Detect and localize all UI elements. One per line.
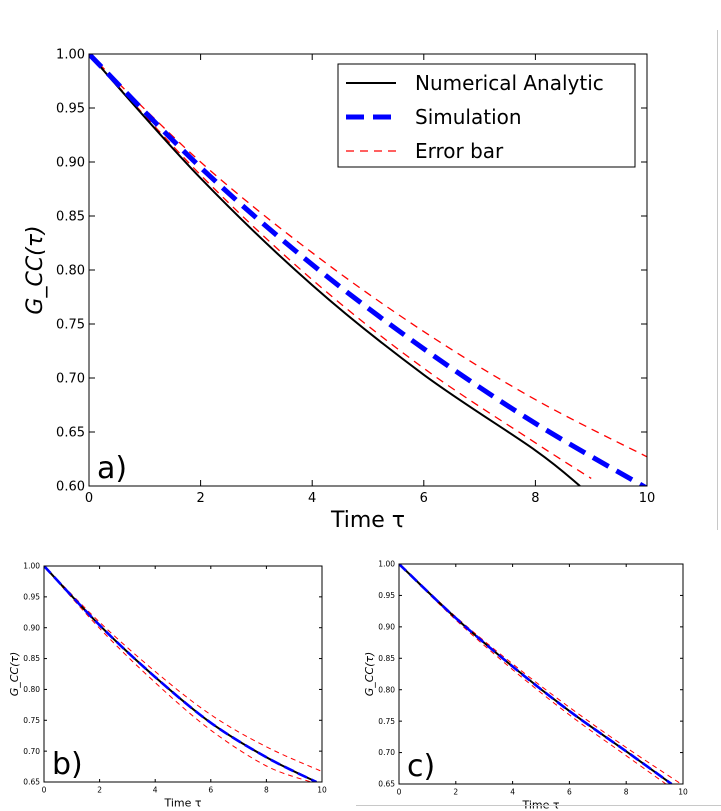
page-divider-bottom bbox=[356, 805, 721, 806]
y-tick-label: 0.65 bbox=[56, 426, 85, 441]
series-line-simulation-1 bbox=[399, 564, 673, 784]
x-tick-label: 4 bbox=[308, 491, 316, 506]
panel-label: a) bbox=[97, 451, 127, 486]
y-tick-label: 0.90 bbox=[378, 622, 395, 631]
y-tick-label: 0.95 bbox=[378, 591, 395, 600]
x-tick-label: 4 bbox=[510, 788, 515, 797]
x-axis-label: Time τ bbox=[330, 508, 405, 533]
plot-area bbox=[44, 566, 322, 782]
x-tick-label: 4 bbox=[153, 786, 158, 795]
y-tick-label: 0.95 bbox=[23, 592, 40, 601]
x-tick-label: 0 bbox=[42, 786, 47, 795]
series-line-simulation-1 bbox=[44, 566, 317, 782]
axes-frame bbox=[398, 563, 684, 785]
series-line-error-bar-2 bbox=[399, 564, 681, 784]
series-line-analytic-0 bbox=[89, 54, 581, 486]
y-axis-label: G_CC(τ) bbox=[23, 225, 48, 314]
legend: Numerical Analytic Simulation Error bar bbox=[337, 63, 636, 168]
series-lines bbox=[44, 566, 322, 782]
y-tick-label: 0.85 bbox=[56, 210, 85, 225]
y-tick-label: 0.65 bbox=[23, 778, 40, 787]
x-tick-label: 2 bbox=[97, 786, 102, 795]
x-tick-label: 10 bbox=[639, 491, 656, 506]
x-tick-label: 6 bbox=[567, 788, 572, 797]
panel-label: c) bbox=[407, 749, 435, 784]
x-tick-label: 0 bbox=[397, 788, 402, 797]
x-tick-label: 2 bbox=[453, 788, 458, 797]
chart-panel-a: 0 2 4 6 8 10 0.60 0.65 0.70 0.75 0.80 0.85 0.90 0.95 1… bbox=[23, 48, 655, 533]
y-tick-label: 0.60 bbox=[56, 480, 85, 495]
legend-label: Numerical Analytic bbox=[415, 71, 604, 95]
y-tick-label: 0.80 bbox=[56, 264, 85, 279]
y-tick-label: 0.70 bbox=[378, 748, 395, 757]
x-axis-label: Time τ bbox=[163, 797, 201, 810]
x-tick-label: 8 bbox=[624, 788, 629, 797]
series-line-error-bar-3 bbox=[44, 566, 312, 782]
plot-area bbox=[399, 564, 683, 784]
x-tick-label: 6 bbox=[420, 491, 428, 506]
x-axis-label: Time τ bbox=[521, 799, 559, 811]
chart-panel-b: 0 2 4 6 8 10 0.65 0.70 0.75 0.80 0.85 0.90 0.95 1.00 T… bbox=[8, 562, 327, 810]
axes-frame bbox=[43, 565, 323, 783]
series-line-error-bar-2 bbox=[44, 566, 322, 772]
x-tick-label: 8 bbox=[264, 786, 269, 795]
x-tick-label: 10 bbox=[317, 786, 327, 795]
series-line-simulation-1 bbox=[89, 54, 647, 486]
y-tick-label: 1.00 bbox=[378, 560, 395, 569]
y-tick-label: 0.65 bbox=[378, 780, 395, 789]
legend-label: Simulation bbox=[415, 105, 522, 129]
panel-label: b) bbox=[52, 747, 83, 782]
series-line-error-bar-2 bbox=[89, 54, 647, 458]
y-tick-label: 0.95 bbox=[56, 102, 85, 117]
x-tick-label: 10 bbox=[678, 788, 688, 797]
y-axis-label: G_CC(τ) bbox=[8, 652, 21, 697]
y-tick-label: 1.00 bbox=[56, 48, 85, 63]
y-tick-label: 0.85 bbox=[378, 654, 395, 663]
legend-label: Error bar bbox=[415, 139, 504, 163]
y-tick-label: 0.70 bbox=[23, 747, 40, 756]
y-tick-label: 0.80 bbox=[23, 685, 40, 694]
y-axis-label: G_CC(τ) bbox=[363, 652, 376, 697]
y-tick-label: 0.75 bbox=[56, 318, 85, 333]
y-tick-label: 0.85 bbox=[23, 654, 40, 663]
x-tick-label: 6 bbox=[208, 786, 213, 795]
series-line-error-bar-3 bbox=[89, 54, 592, 479]
y-tick-label: 1.00 bbox=[23, 562, 40, 571]
y-tick-label: 0.90 bbox=[23, 623, 40, 632]
y-tick-label: 0.80 bbox=[378, 685, 395, 694]
series-lines bbox=[89, 54, 647, 486]
y-tick-label: 0.75 bbox=[378, 717, 395, 726]
y-tick-label: 0.90 bbox=[56, 156, 85, 171]
series-line-error-bar-3 bbox=[399, 564, 667, 784]
y-tick-label: 0.70 bbox=[56, 372, 85, 387]
x-tick-label: 8 bbox=[531, 491, 539, 506]
chart-panel-c: 0 2 4 6 8 10 0.65 0.70 0.75 0.80 0.85 0.90 0.95 1.00 T… bbox=[363, 560, 688, 811]
x-tick-label: 2 bbox=[196, 491, 204, 506]
y-tick-label: 0.75 bbox=[23, 716, 40, 725]
series-lines bbox=[399, 564, 681, 784]
x-tick-label: 0 bbox=[85, 491, 93, 506]
page-divider-right bbox=[717, 30, 718, 530]
